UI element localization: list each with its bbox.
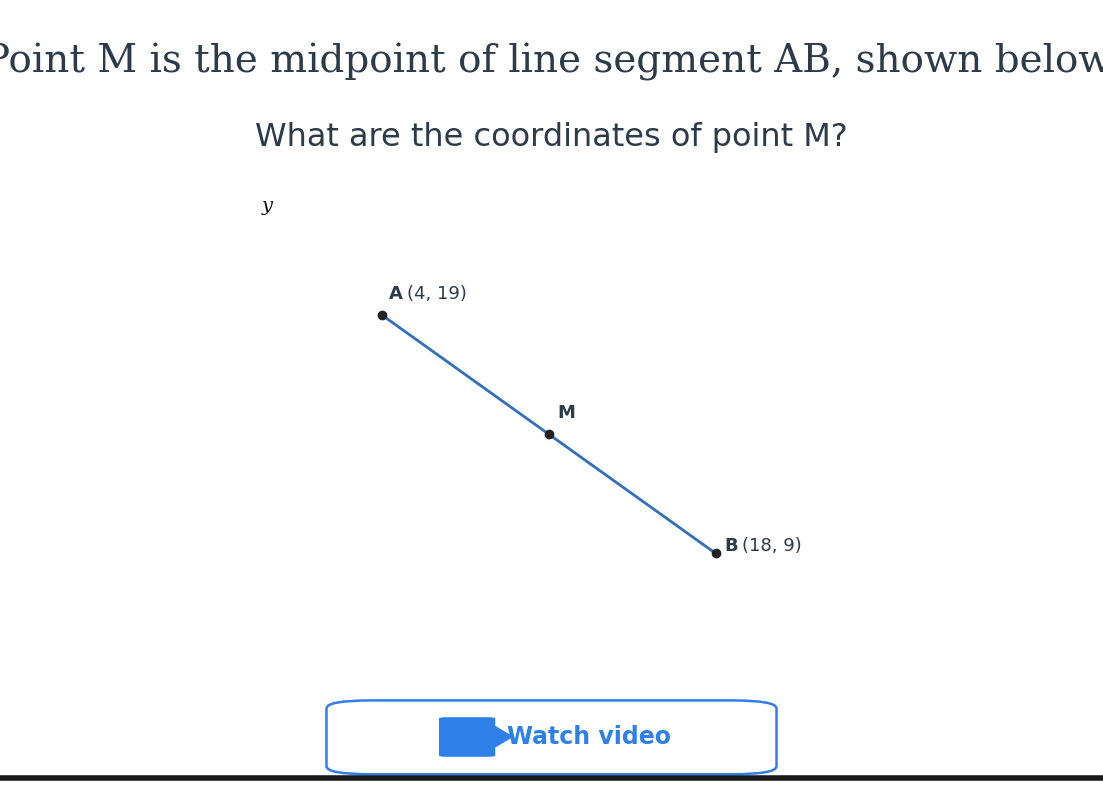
Text: A: A [389, 285, 403, 303]
Text: Watch video: Watch video [507, 724, 671, 749]
Text: (18, 9): (18, 9) [742, 537, 802, 555]
FancyBboxPatch shape [439, 717, 495, 757]
Text: What are the coordinates of point M?: What are the coordinates of point M? [255, 122, 848, 153]
Text: Point M is the midpoint of line segment AB, shown below.: Point M is the midpoint of line segment … [0, 43, 1103, 81]
Text: y: y [261, 197, 272, 215]
Text: (4, 19): (4, 19) [407, 285, 467, 303]
Polygon shape [490, 724, 512, 750]
Text: M: M [557, 404, 575, 423]
FancyBboxPatch shape [326, 701, 777, 774]
Text: B: B [724, 537, 738, 555]
